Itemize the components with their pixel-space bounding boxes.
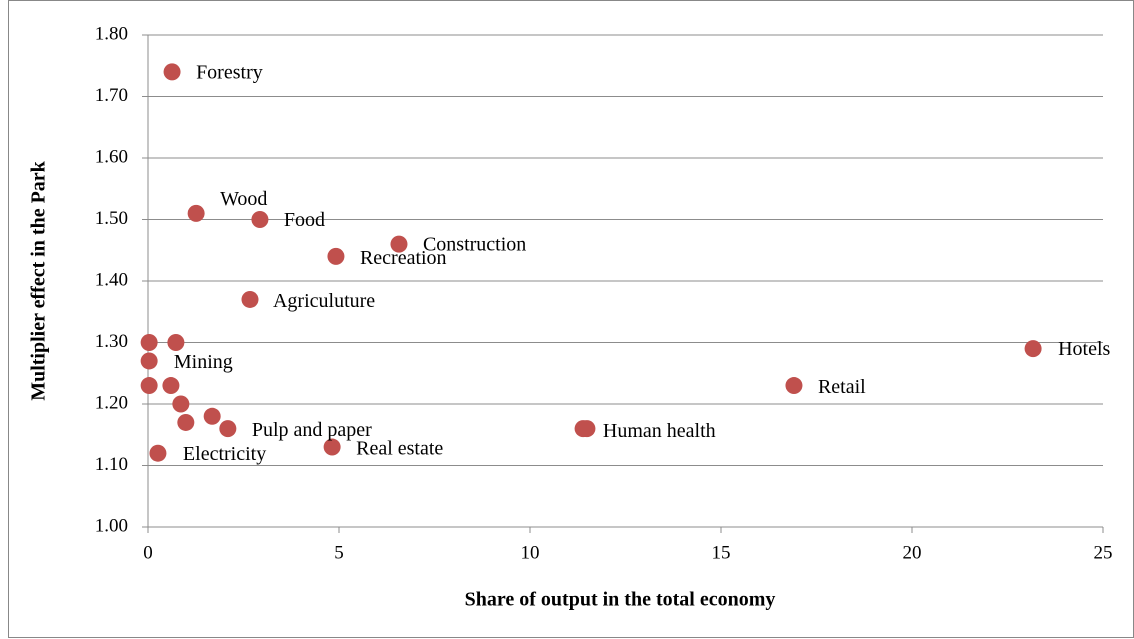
x-tick-label: 0 [143, 542, 153, 563]
x-tick-label: 20 [903, 542, 922, 563]
y-tick-label: 1.30 [95, 331, 128, 352]
chart-border [8, 0, 1134, 638]
point-label: Retail [818, 376, 866, 398]
point [203, 407, 221, 425]
point [149, 444, 167, 462]
point-label: Forestry [196, 61, 263, 83]
y-tick-label: 1.80 [95, 23, 128, 44]
point-label: Wood [220, 188, 267, 210]
y-tick-label: 1.20 [95, 392, 128, 413]
point [219, 420, 237, 438]
point [140, 352, 158, 370]
point [323, 438, 341, 456]
x-axis-title: Share of output in the total economy [465, 589, 776, 611]
y-tick-label: 1.50 [95, 208, 128, 229]
point-label: Electricity [183, 443, 266, 465]
point [140, 377, 158, 395]
point [1024, 340, 1042, 358]
point [327, 247, 345, 265]
point [578, 420, 596, 438]
point-label: Construction [423, 234, 526, 256]
x-tick-label: 5 [334, 542, 344, 563]
y-tick-label: 1.70 [95, 85, 128, 106]
y-tick-label: 1.60 [95, 146, 128, 167]
point [251, 211, 269, 228]
point [241, 290, 259, 308]
point [785, 377, 803, 395]
point-label: Hotels [1058, 338, 1110, 360]
y-tick-label: 1.10 [95, 454, 128, 475]
point-label: Real estate [356, 438, 443, 460]
point-label: Food [284, 209, 325, 231]
point [390, 235, 408, 253]
point [172, 395, 190, 413]
y-tick-label: 1.00 [95, 515, 128, 536]
point [162, 377, 180, 395]
point [163, 63, 181, 81]
point-label: Agriculuture [273, 290, 375, 312]
point [177, 413, 195, 431]
x-tick-label: 25 [1094, 542, 1113, 563]
point-label: Pulp and paper [252, 419, 372, 441]
point-label: Recreation [360, 247, 447, 269]
y-axis-title: Multiplier effect in the Park [28, 160, 50, 400]
point-label: Mining [174, 351, 233, 373]
point [167, 334, 185, 351]
point [140, 334, 158, 351]
point-label: Human health [603, 420, 716, 442]
x-tick-label: 10 [521, 542, 540, 563]
y-tick-label: 1.40 [95, 269, 128, 290]
point [187, 204, 205, 222]
x-tick-label: 15 [712, 542, 731, 563]
